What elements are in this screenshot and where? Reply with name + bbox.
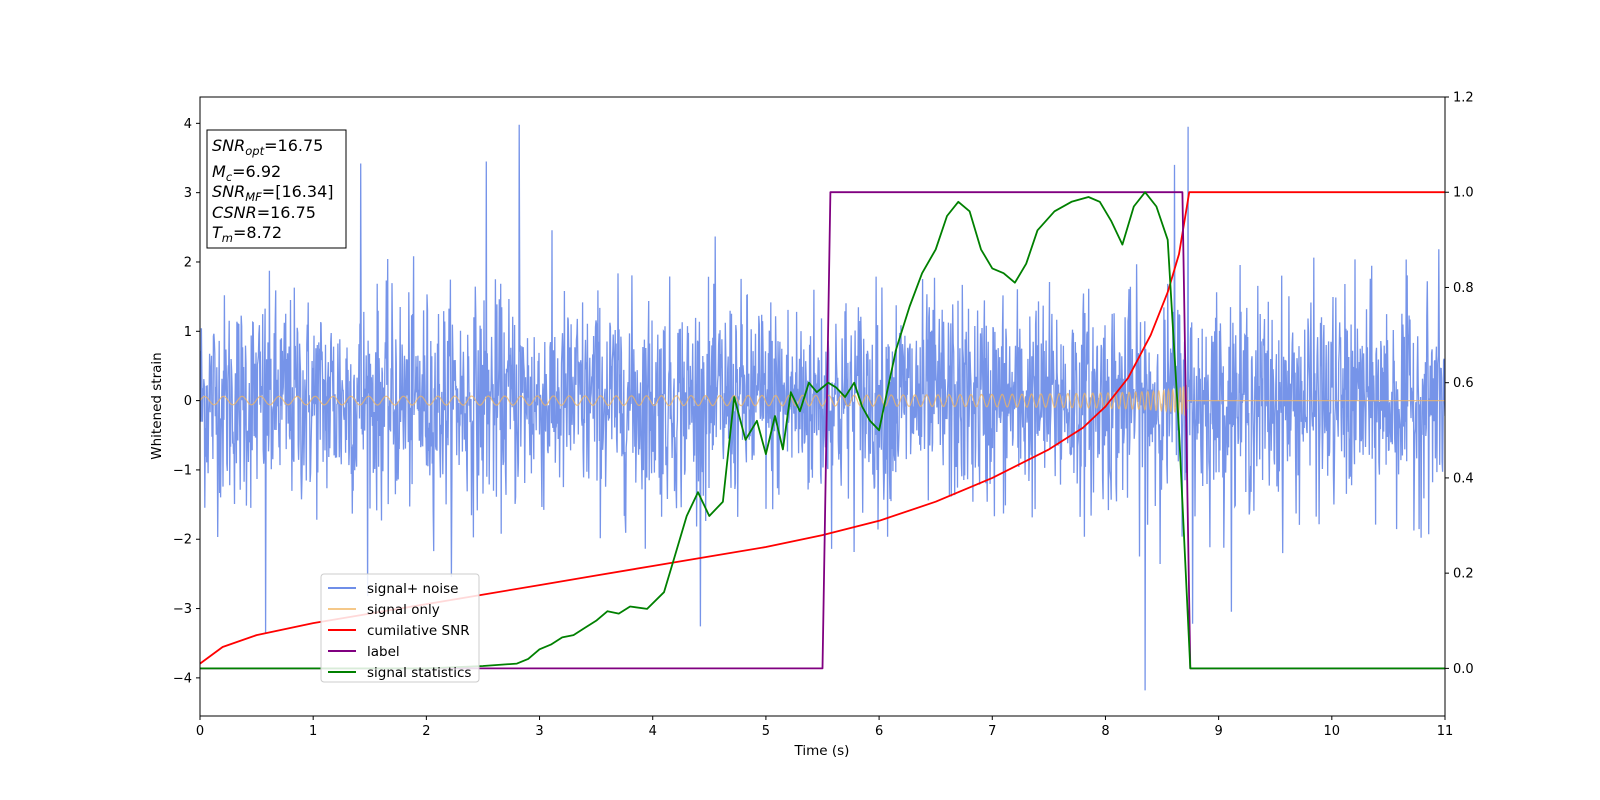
x-tick-label: 4 xyxy=(649,724,657,739)
y-left-tick-label: 4 xyxy=(184,117,192,132)
y-right-tick-label: 0.8 xyxy=(1453,281,1474,296)
annotation-line: SNRopt=16.75 xyxy=(212,136,323,158)
axes-frame xyxy=(199,96,1446,717)
annotation-text: SNRopt=16.75 Mc=6.92 SNRMF=[16.34] CSNR=16.… xyxy=(212,136,334,245)
legend-label: signal only xyxy=(367,602,440,618)
legend: signal+ noise signal only cumilative SNR la… xyxy=(320,573,480,683)
y-left-tick-label: 0 xyxy=(184,394,192,409)
y-right-tick-label: 1.0 xyxy=(1453,186,1474,201)
legend-label: cumilative SNR xyxy=(367,623,470,639)
x-tick-label: 7 xyxy=(988,724,996,739)
series-signal-only-line xyxy=(200,384,1445,416)
x-tick-label: 1 xyxy=(309,724,317,739)
x-tick-label: 11 xyxy=(1437,724,1454,739)
x-tick-label: 3 xyxy=(535,724,543,739)
y-left-tick-label: 1 xyxy=(184,325,192,340)
y-right-tick-label: 0.2 xyxy=(1453,567,1474,582)
annotation-line: Tm=8.72 xyxy=(212,223,282,245)
y-right-tick-label: 0.0 xyxy=(1453,662,1474,677)
x-tick-label: 6 xyxy=(875,724,883,739)
ticks: 0 1 2 3 4 5 6 7 8 9 10 1143210−1−2−3−41.21.00.80.60… xyxy=(173,91,1474,740)
annotation-line: CSNR=16.75 xyxy=(212,203,316,222)
y-right-tick-label: 1.2 xyxy=(1453,91,1474,106)
legend-label: label xyxy=(367,644,400,660)
y-left-tick-label: −3 xyxy=(173,602,192,617)
x-tick-label: 2 xyxy=(422,724,430,739)
y-axis-label: Whitened strain xyxy=(149,352,165,459)
y-left-tick-label: −4 xyxy=(173,671,192,686)
x-tick-label: 8 xyxy=(1101,724,1109,739)
y-right-tick-label: 0.4 xyxy=(1453,471,1474,486)
legend-label: signal+ noise xyxy=(367,581,458,597)
annotation-line: Mc=6.92 xyxy=(212,162,281,184)
series-signal-noise-line xyxy=(200,124,1445,691)
legend-box xyxy=(320,573,480,683)
y-left-tick-label: 3 xyxy=(184,186,192,201)
x-axis-label: Time (s) xyxy=(794,743,850,759)
annotation-line: SNRMF=[16.34] xyxy=(212,182,334,204)
y-right-tick-label: 0.6 xyxy=(1453,376,1474,391)
y-left-tick-label: −1 xyxy=(173,463,192,478)
series-signal-statistics-line xyxy=(200,191,1445,670)
x-tick-label: 10 xyxy=(1324,724,1341,739)
annotation-box: SNRopt=16.75 Mc=6.92 SNRMF=[16.34] CSNR=16.… xyxy=(206,129,347,249)
x-tick-label: 0 xyxy=(196,724,204,739)
x-tick-label: 9 xyxy=(1214,724,1222,739)
legend-label: signal statistics xyxy=(367,665,471,681)
x-tick-label: 5 xyxy=(762,724,770,739)
y-left-tick-label: −2 xyxy=(173,533,192,548)
y-left-tick-label: 2 xyxy=(184,255,192,270)
